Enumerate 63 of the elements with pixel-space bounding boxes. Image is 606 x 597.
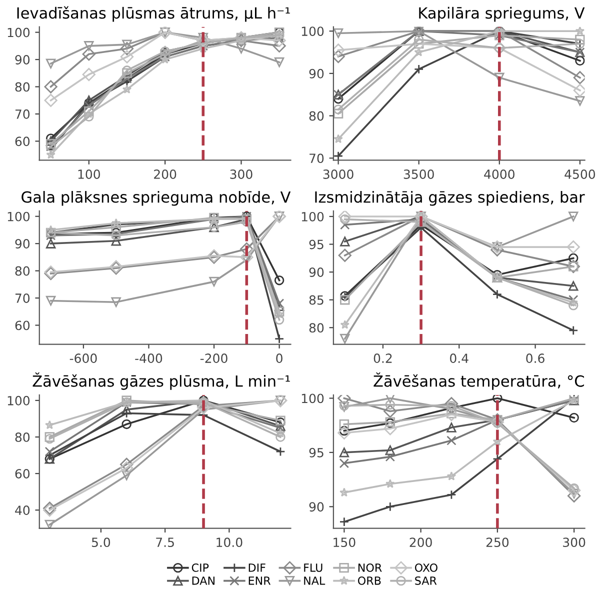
y-tick-label: 85: [309, 295, 324, 305]
x-tick-label: 150: [334, 538, 356, 548]
x-tick-label: 0.6: [526, 354, 544, 363]
y-tick-label: 80: [309, 111, 324, 121]
x-tick-label: 4500: [564, 169, 596, 179]
y-tick-label: 90: [309, 268, 324, 277]
x-tick-label: 100: [78, 169, 100, 179]
legend-label: SAR: [415, 576, 437, 585]
y-tick-label: 80: [15, 266, 30, 276]
y-tick-label: 70: [310, 154, 324, 164]
y-tick-label: 70: [15, 293, 30, 303]
chart-title: Gala plāksnes sprieguma nobīde, V: [22, 190, 291, 206]
chart-title: Kapilāra spriegums, V: [419, 6, 585, 22]
y-tick-label: 60: [15, 469, 30, 478]
y-tick-label: 95: [309, 240, 324, 250]
x-tick-label: 0.2: [374, 354, 392, 363]
x-tick-label: 7.5: [156, 538, 174, 548]
x-tick-label: 200: [410, 538, 432, 548]
legend-label: DAN: [192, 576, 214, 585]
y-tick-label: 100: [302, 26, 324, 36]
x-tick-label: 300: [563, 538, 586, 548]
y-tick-label: 100: [302, 212, 324, 222]
y-tick-label: 60: [15, 320, 30, 330]
x-tick-label: 4000: [484, 169, 514, 179]
y-tick-label: 90: [15, 239, 30, 249]
y-tick-label: 70: [15, 109, 30, 119]
chart-title: Žāvēšanas gāzes plūsma, L min⁻¹: [32, 372, 290, 390]
legend-label: NOR: [358, 563, 382, 572]
x-tick-label: 3500: [404, 169, 434, 179]
y-tick-label: 100: [8, 28, 30, 38]
legend-label: ENR: [248, 576, 270, 585]
y-tick-label: 80: [309, 323, 324, 333]
chart-title: Izsmidzinātāja gāzes spiediens, bar: [315, 190, 585, 206]
y-tick-label: 80: [15, 432, 30, 442]
y-tick-label: 95: [309, 448, 324, 458]
chart-title: Žāvēšanas temperatūra, °C: [374, 372, 584, 390]
y-tick-label: 100: [8, 212, 30, 222]
x-tick-label: -200: [200, 354, 228, 363]
legend-label: ORB: [358, 576, 381, 585]
x-tick-label: -600: [70, 354, 97, 363]
legend-label: CIP: [192, 563, 209, 572]
x-tick-label: 250: [486, 538, 509, 548]
y-tick-label: 90: [309, 68, 324, 78]
x-tick-label: -400: [135, 354, 162, 363]
x-tick-label: 3000: [323, 169, 354, 179]
y-tick-label: 90: [309, 502, 324, 512]
chart-title: Ievadīšanas plūsmas ātrums, µL h⁻¹: [17, 6, 290, 22]
legend-label: OXO: [414, 563, 438, 572]
legend-label: DIF: [248, 564, 266, 572]
legend-label: NAL: [304, 576, 326, 585]
x-tick-label: 10.0: [216, 538, 242, 548]
y-tick-label: 90: [15, 55, 30, 64]
x-tick-label: 5.0: [92, 538, 110, 548]
y-tick-label: 100: [302, 394, 324, 404]
y-tick-label: 100: [8, 396, 30, 406]
x-tick-label: 0: [276, 354, 282, 363]
y-tick-label: 60: [15, 136, 30, 146]
legend-label: FLU: [304, 564, 322, 572]
y-tick-label: 40: [15, 506, 30, 515]
x-tick-label: 0.4: [450, 354, 468, 363]
x-tick-label: 300: [230, 169, 252, 179]
x-tick-label: 200: [154, 169, 176, 179]
y-tick-label: 80: [15, 82, 30, 92]
